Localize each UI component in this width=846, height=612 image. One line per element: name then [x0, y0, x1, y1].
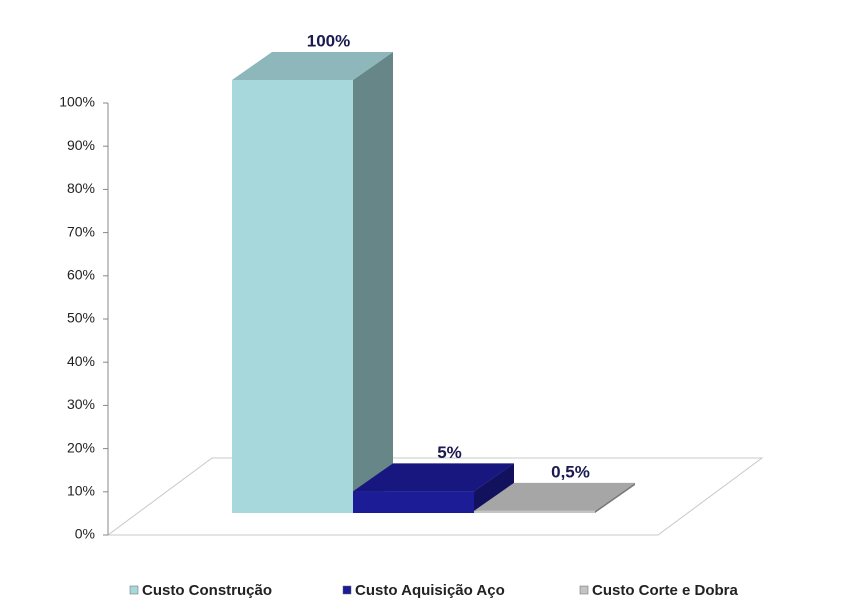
- y-tick-label: 50%: [67, 310, 95, 326]
- value-label: 0,5%: [551, 462, 590, 481]
- bar-side: [474, 463, 514, 513]
- bar-side: [595, 482, 635, 513]
- bar-top-shade: [353, 463, 514, 492]
- bar-side-shade: [474, 463, 514, 513]
- legend-marker: [342, 585, 352, 595]
- legend-label: Custo Construção: [142, 582, 272, 599]
- y-tick-label: 40%: [67, 353, 95, 369]
- bar-top: [474, 482, 635, 511]
- y-tick-label: 60%: [67, 267, 95, 283]
- bar-top: [232, 52, 393, 80]
- y-tick-label: 70%: [67, 223, 95, 239]
- bar-top: [353, 463, 514, 492]
- bar-side-shade: [353, 52, 393, 513]
- bar-top-shade: [232, 52, 393, 80]
- bar: [353, 491, 474, 513]
- value-label: 100%: [307, 31, 350, 50]
- bar: [474, 510, 595, 513]
- value-label: 5%: [437, 443, 462, 462]
- y-tick-label: 100%: [59, 94, 95, 110]
- legend-marker: [579, 585, 589, 595]
- bar-top-shade: [474, 482, 635, 511]
- y-tick-label: 10%: [67, 483, 95, 499]
- y-tick-label: 30%: [67, 396, 95, 412]
- y-tick-label: 80%: [67, 180, 95, 196]
- bar-side: [353, 52, 393, 513]
- bar-side-shade: [595, 482, 635, 513]
- legend-marker: [129, 585, 139, 595]
- y-tick-label: 90%: [67, 137, 95, 153]
- bar: [232, 80, 353, 513]
- legend-label: Custo Aquisição Aço: [355, 582, 505, 599]
- y-tick-label: 0%: [75, 526, 95, 542]
- y-tick-label: 20%: [67, 439, 95, 455]
- legend-label: Custo Corte e Dobra: [592, 582, 739, 599]
